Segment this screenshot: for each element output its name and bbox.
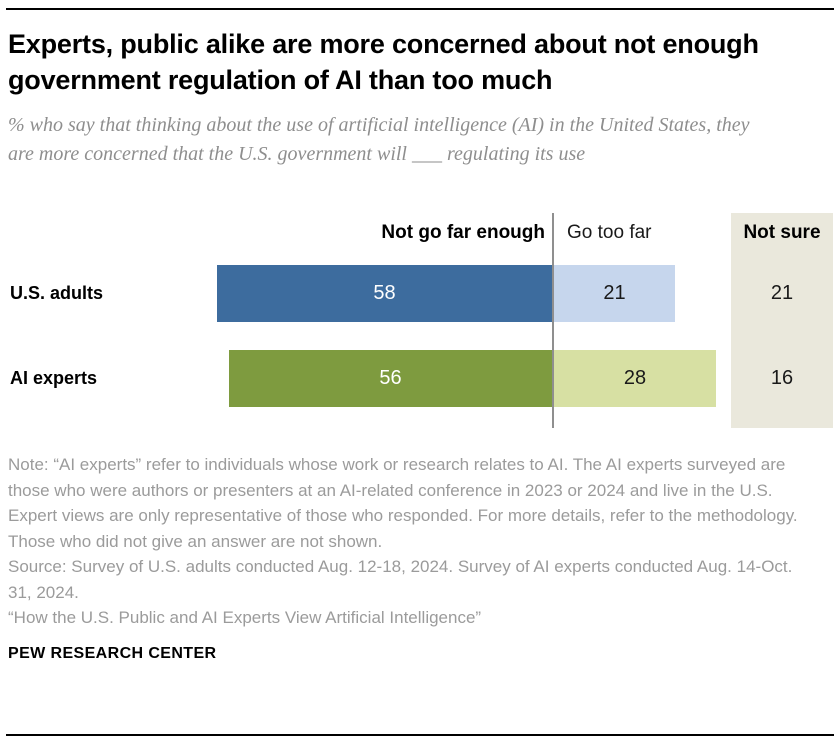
bar-go-too-far: 28 [554, 350, 716, 408]
column-header-go-too-far: Go too far [567, 222, 652, 244]
brand-pew-research-center: PEW RESEARCH CENTER [8, 644, 217, 662]
row-label-ai-experts: AI experts [10, 368, 98, 389]
row-label-us-adults: U.S. adults [10, 283, 104, 304]
page-title: Experts, public alike are more concerned… [8, 29, 759, 95]
top-rule [6, 8, 834, 10]
bar-value: 56 [379, 367, 402, 390]
notes-block: Note: “AI experts” refer to individuals … [8, 452, 820, 631]
chart: Not go far enough Go too far Not sure U.… [0, 213, 840, 429]
bar-not-go-far-enough: 56 [229, 350, 552, 408]
bar-value: 58 [373, 282, 396, 305]
divider-line [552, 213, 554, 429]
bar-not-go-far-enough: 58 [217, 265, 552, 323]
bar-value: 28 [623, 367, 647, 390]
not-sure-value: 16 [770, 367, 794, 390]
note-text: Note: “AI experts” refer to individuals … [8, 455, 798, 551]
report-title: “How the U.S. Public and AI Experts View… [8, 608, 482, 628]
column-header-not-go-far-enough: Not go far enough [381, 222, 545, 244]
chart-row-us-adults: U.S. adults 58 21 21 [0, 265, 840, 323]
source-text: Source: Survey of U.S. adults conducted … [8, 557, 793, 602]
chart-row-ai-experts: AI experts 56 28 16 [0, 350, 840, 408]
bar-value: 21 [603, 282, 626, 305]
not-sure-band [731, 213, 833, 429]
page-subtitle: % who say that thinking about the use of… [8, 114, 750, 166]
column-header-not-sure: Not sure [743, 222, 821, 244]
bottom-rule [6, 734, 834, 736]
bar-go-too-far: 21 [554, 265, 675, 323]
not-sure-value: 21 [770, 282, 794, 305]
